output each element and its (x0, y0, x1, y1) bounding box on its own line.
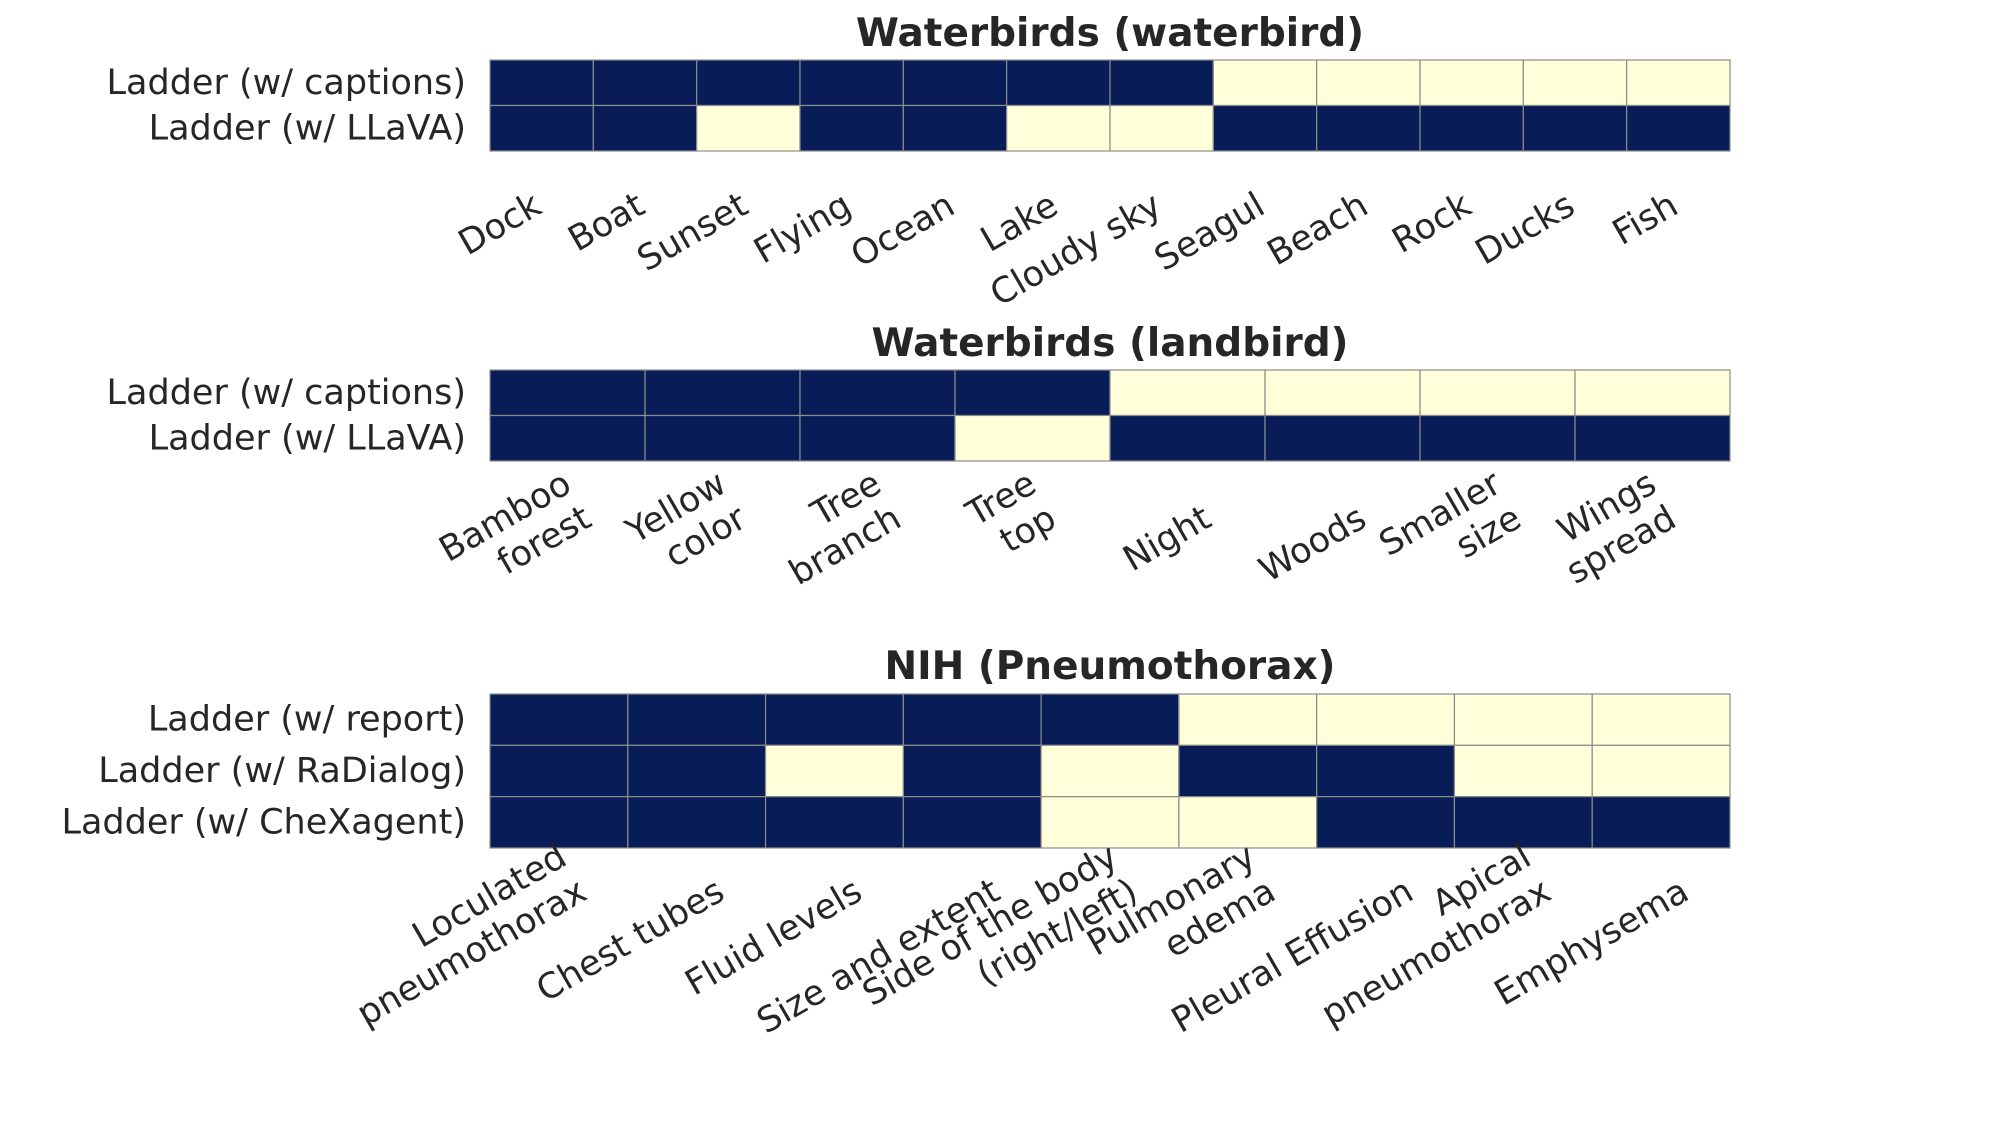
column-label-yellow-color: Yellowcolor (619, 463, 754, 587)
heatmap-cell (592, 104, 698, 152)
heatmap-cell (1453, 693, 1593, 746)
column-label-flying: Flying (747, 185, 858, 272)
heatmap-cell (1453, 796, 1593, 849)
heatmap-panel-2: Waterbirds (landbird) Ladder (w/ captions… (107, 321, 1731, 606)
heatmap-cell (489, 369, 646, 417)
heatmap-cell (1591, 693, 1731, 746)
heatmap-cell (902, 104, 1008, 152)
heatmap-cell (1626, 104, 1731, 152)
heatmap-cell (696, 59, 801, 107)
panel-title: Waterbirds (landbird) (872, 321, 1349, 366)
panel-title: NIH (Pneumothorax) (885, 644, 1336, 689)
heatmap-cell (1419, 104, 1524, 152)
heatmap-cell (1453, 744, 1593, 798)
heatmap-cell (1626, 59, 1731, 107)
heatmap-cell (799, 59, 904, 107)
heatmap-cell (1109, 414, 1266, 462)
heatmap-cell (489, 414, 646, 462)
heatmap-cell (902, 796, 1042, 849)
heatmap-cell (954, 369, 1111, 417)
heatmap-cell (954, 414, 1111, 462)
heatmap-cell (644, 414, 801, 462)
heatmap-cell (902, 744, 1042, 798)
heatmap-cell (1316, 693, 1456, 746)
heatmap-cell (1109, 104, 1214, 152)
column-label-seagul: Seagul (1148, 185, 1271, 279)
column-label-woods: Woods (1253, 498, 1373, 591)
heatmap-cell (1316, 104, 1421, 152)
column-label-bamboo-forest: Bambooforest (433, 464, 598, 606)
heatmap-cell (627, 744, 767, 798)
row-label-ladder-w-llava: Ladder (w/ LLaVA) (149, 108, 466, 148)
heatmap-cell (1316, 796, 1456, 849)
heatmap-cell (902, 693, 1042, 746)
panel-title: Waterbirds (waterbird) (856, 11, 1364, 56)
heatmap-cell (1419, 414, 1576, 462)
heatmap-cell (1212, 104, 1318, 152)
row-label-ladder-w-radialog: Ladder (w/ RaDialog) (98, 751, 466, 791)
heatmap-cell (1316, 59, 1421, 107)
heatmap-cell (1522, 59, 1628, 107)
column-label-rock: Rock (1386, 185, 1479, 262)
row-label-ladder-w-captions: Ladder (w/ captions) (107, 63, 466, 103)
row-label-ladder-w-captions: Ladder (w/ captions) (107, 373, 466, 413)
heatmap-cell (1591, 796, 1731, 849)
heatmap-cell (1316, 744, 1456, 798)
heatmap-cell (764, 796, 904, 849)
heatmap-cell (799, 414, 956, 462)
column-label-night: Night (1117, 498, 1218, 580)
heatmap-cell (1574, 414, 1731, 462)
row-label-ladder-w-report: Ladder (w/ report) (148, 700, 466, 740)
column-label-dock: Dock (452, 185, 549, 264)
heatmap-cell (799, 369, 956, 417)
heatmap-cell (696, 104, 801, 152)
heatmap-cell (1109, 369, 1266, 417)
heatmap-cell (1419, 369, 1576, 417)
heatmap-cell (1591, 744, 1731, 798)
heatmap-cell (489, 744, 629, 798)
column-label-sunset: Sunset (631, 185, 755, 280)
heatmap-cell (764, 744, 904, 798)
heatmap-cell (489, 693, 629, 746)
column-label-wings-spread: Wingsspread (1540, 464, 1683, 593)
column-label-fish: Fish (1606, 185, 1685, 254)
heatmap-panel-3: NIH (Pneumothorax) Ladder (w/ report) Ladd… (61, 644, 1731, 1042)
column-label-ocean: Ocean (845, 185, 962, 276)
row-label-ladder-w-chexagent: Ladder (w/ CheXagent) (61, 802, 466, 842)
heatmap-cell (1264, 369, 1421, 417)
heatmap-cell (627, 693, 767, 746)
heatmap-cell (592, 59, 698, 107)
column-label-tree-top: Treetop (959, 464, 1063, 570)
heatmap-cell (489, 796, 629, 849)
heatmap-cell (627, 796, 767, 849)
heatmap-cell (644, 369, 801, 417)
heatmap-cell (1264, 414, 1421, 462)
heatmap-cell (1006, 59, 1111, 107)
heatmap-cell (1522, 104, 1628, 152)
heatmap-cell (489, 59, 594, 107)
column-label-beach: Beach (1261, 185, 1375, 274)
heatmap-cell (1419, 59, 1524, 107)
heatmap-cell (764, 693, 904, 746)
heatmap-panel-1: Waterbirds (waterbird) Ladder (w/ caption… (107, 11, 1731, 315)
column-label-ducks: Ducks (1469, 185, 1582, 273)
heatmap-cell (1006, 104, 1111, 152)
heatmap-cell (799, 104, 904, 152)
heatmap-cell (1574, 369, 1731, 417)
column-label-tree-branch: Treebranch (763, 464, 908, 594)
column-label-smaller-size: Smallersize (1373, 463, 1529, 599)
heatmap-cell (1109, 59, 1214, 107)
heatmap-cell (1040, 693, 1180, 746)
heatmap-cell (1040, 744, 1180, 798)
row-label-ladder-w-llava: Ladder (w/ LLaVA) (149, 418, 466, 458)
heatmap-cell (1178, 744, 1318, 798)
heatmap-cell (489, 104, 594, 152)
heatmap-cell (902, 59, 1008, 107)
heatmap-cell (1212, 59, 1318, 107)
heatmap-cell (1178, 796, 1318, 849)
heatmap-cell (1040, 796, 1180, 849)
heatmap-cell (1178, 693, 1318, 746)
